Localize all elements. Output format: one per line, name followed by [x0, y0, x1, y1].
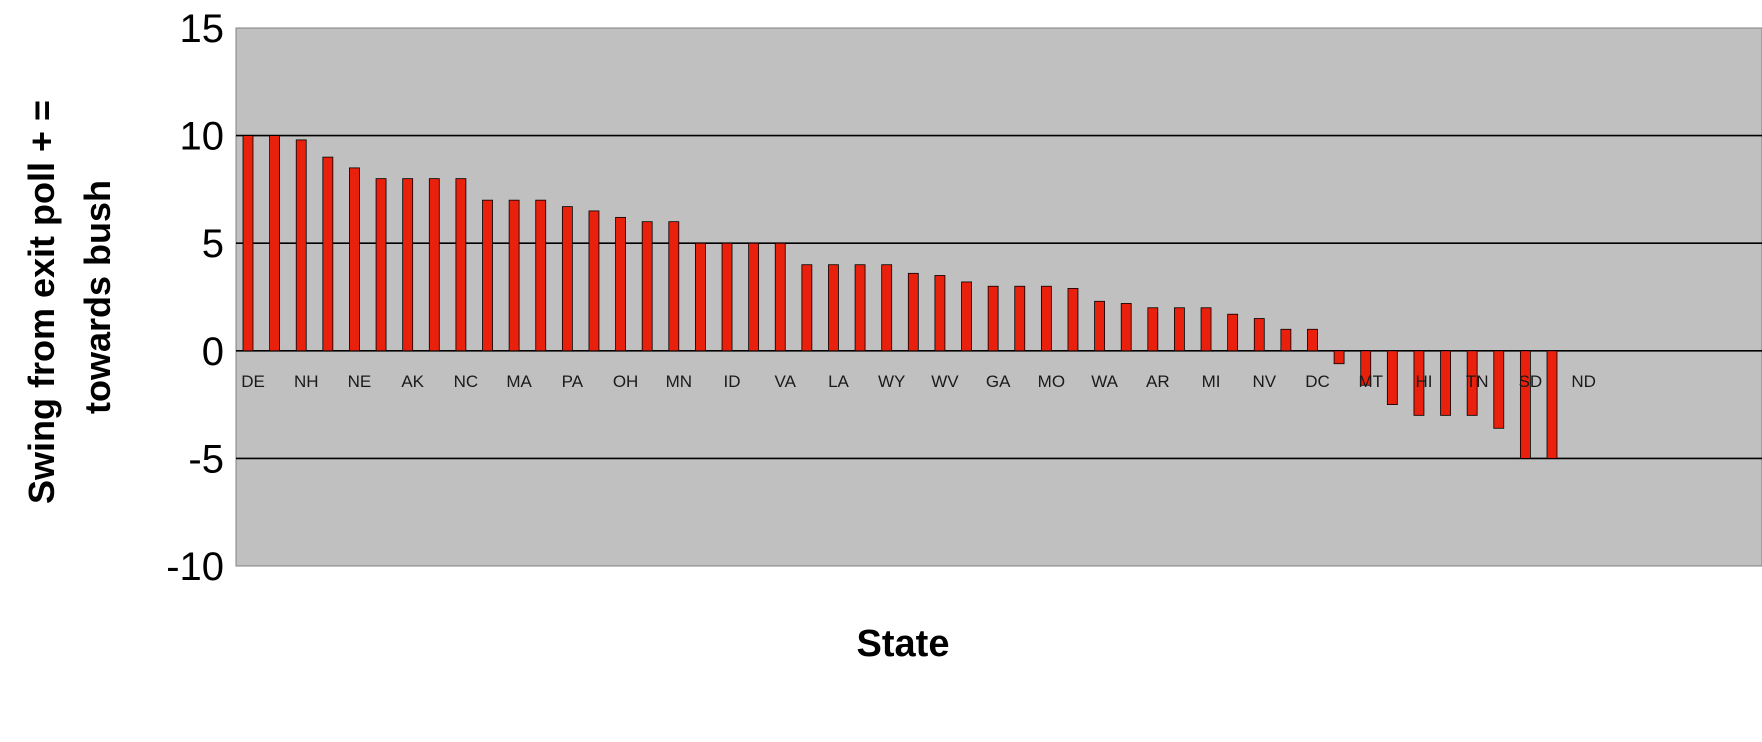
- bar: [668, 221, 680, 352]
- bar: [1440, 350, 1451, 416]
- bar: [748, 242, 760, 352]
- bar: [987, 285, 999, 352]
- y-tick-label: -5: [188, 437, 224, 481]
- x-tick-label: NE: [348, 372, 372, 391]
- bar: [1067, 287, 1079, 352]
- bar: [322, 156, 334, 352]
- x-tick-label: NH: [294, 372, 319, 391]
- bar: [1174, 307, 1185, 352]
- x-tick-label: DE: [241, 372, 265, 391]
- bar: [588, 210, 600, 352]
- bar: [1200, 307, 1212, 352]
- y-tick-label: 5: [202, 222, 224, 266]
- bar: [828, 264, 839, 352]
- bar: [1519, 350, 1531, 459]
- x-tick-label: LA: [828, 372, 849, 391]
- bar: [721, 242, 733, 352]
- bar: [961, 281, 972, 352]
- bar: [934, 275, 946, 352]
- bar: [455, 178, 467, 352]
- x-tick-label: VA: [775, 372, 797, 391]
- x-tick-label: ID: [724, 372, 741, 391]
- bar: [508, 199, 520, 352]
- y-axis-label-line-2: towards bush: [77, 180, 118, 414]
- x-tick-label: NV: [1252, 372, 1276, 391]
- x-tick-label: TN: [1466, 372, 1489, 391]
- bar: [428, 178, 440, 352]
- bar: [881, 264, 893, 352]
- x-tick-label: MT: [1358, 372, 1383, 391]
- bar: [242, 135, 254, 352]
- x-tick-label: NC: [454, 372, 479, 391]
- y-axis-label: Swing from exit poll + = towards bush: [21, 90, 118, 504]
- bar: [1040, 285, 1052, 352]
- bar: [269, 135, 281, 352]
- bar: [695, 242, 706, 352]
- bar: [349, 167, 360, 352]
- bar: [1147, 307, 1159, 352]
- bar: [1094, 300, 1105, 352]
- bar: [854, 264, 866, 352]
- bar: [1280, 328, 1292, 352]
- bar: [1546, 350, 1558, 459]
- x-tick-label: MA: [506, 372, 532, 391]
- bar: [1466, 350, 1478, 416]
- bar: [482, 199, 493, 352]
- x-tick-label: DC: [1305, 372, 1330, 391]
- bar: [1413, 350, 1425, 416]
- x-tick-label: SD: [1519, 372, 1543, 391]
- x-tick-label: WY: [878, 372, 905, 391]
- bar: [1307, 328, 1318, 352]
- bar: [907, 272, 919, 352]
- x-tick-label: PA: [562, 372, 584, 391]
- y-axis-ticks: 15 10 5 0 -5 -10: [166, 7, 224, 589]
- bar: [375, 178, 387, 352]
- bar: [615, 216, 626, 352]
- y-tick-label: -10: [166, 545, 224, 589]
- bar: [1386, 350, 1398, 405]
- x-tick-label: AR: [1146, 372, 1170, 391]
- bar: [774, 242, 786, 352]
- y-tick-label: 15: [180, 7, 225, 51]
- bar: [402, 178, 414, 352]
- x-tick-label: WA: [1091, 372, 1118, 391]
- x-tick-label: AK: [401, 372, 424, 391]
- y-tick-label: 0: [202, 330, 224, 374]
- bar: [1120, 303, 1132, 352]
- bar: [801, 264, 813, 352]
- bar: [1014, 285, 1026, 352]
- bar: [295, 139, 307, 352]
- bar: [1227, 313, 1239, 352]
- x-tick-label: MI: [1202, 372, 1221, 391]
- x-tick-label: ND: [1571, 372, 1596, 391]
- y-axis-label-line-1: Swing from exit poll + =: [21, 100, 62, 504]
- x-tick-label: HI: [1415, 372, 1432, 391]
- x-tick-label: GA: [986, 372, 1011, 391]
- x-tick-label: OH: [613, 372, 639, 391]
- bar: [561, 206, 573, 352]
- x-tick-label: MO: [1038, 372, 1065, 391]
- x-axis-ticks: DE NH NE AK NC MA PA OH MN ID VA LA WY WV GA MO WA AR MI NV…: [241, 372, 1596, 391]
- bars: [242, 135, 1558, 459]
- y-tick-label: 10: [180, 115, 225, 159]
- x-tick-label: MN: [666, 372, 692, 391]
- bar: [1333, 350, 1345, 365]
- bar: [535, 199, 547, 352]
- x-tick-label: WV: [931, 372, 959, 391]
- bar: [1253, 318, 1265, 352]
- bar: [641, 221, 653, 352]
- x-axis-label: State: [857, 623, 950, 665]
- bar: [1360, 350, 1372, 386]
- bar: [1493, 350, 1505, 429]
